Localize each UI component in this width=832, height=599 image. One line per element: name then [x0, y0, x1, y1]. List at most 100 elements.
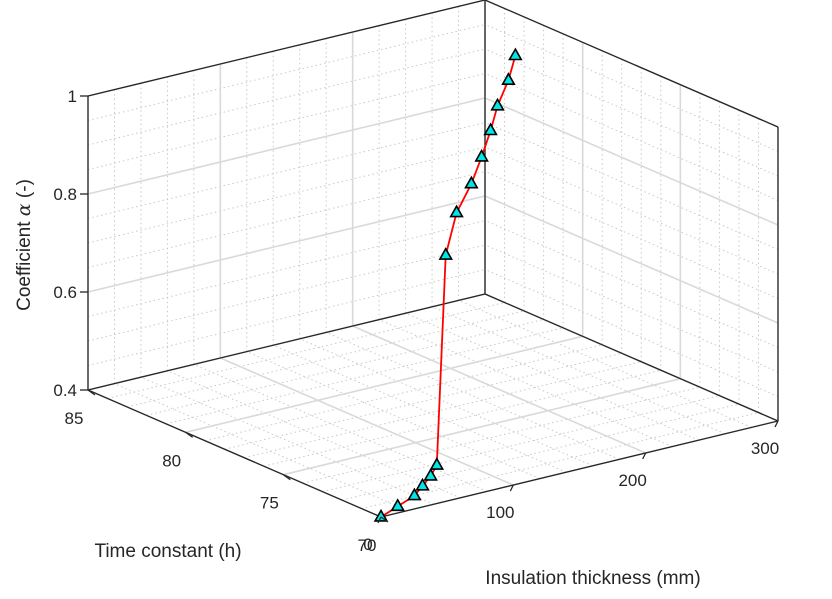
x-tick-label: 100 [486, 503, 514, 522]
grid-minor-line [484, 73, 779, 201]
y-tick-mark [282, 474, 291, 481]
grid-major-line [283, 377, 681, 476]
z-tick-label: 0.4 [53, 381, 77, 400]
grid-minor-line [107, 301, 505, 399]
grid-minor-line [167, 370, 461, 499]
grid-minor-line [205, 344, 603, 442]
y-axis-line [87, 389, 382, 518]
grid-major-line [87, 97, 486, 195]
data-point-marker [373, 508, 389, 522]
grid-minor-line [224, 352, 622, 450]
box-edge [484, 0, 779, 128]
z-tick-label: 1 [68, 87, 77, 106]
grid-minor-line [484, 244, 779, 373]
axes-box [87, 0, 779, 518]
y-axis-label: Time constant (h) [94, 541, 241, 562]
grid-minor-line [484, 146, 779, 275]
data-point-marker [423, 467, 438, 481]
grid-minor-line [87, 73, 486, 170]
grid-minor-line [484, 171, 779, 299]
data-point-marker [415, 477, 430, 491]
data-point-marker [483, 122, 498, 136]
x-tick-label: 0 [363, 535, 372, 554]
grid-major-line [352, 325, 646, 454]
z-axis-label-suffix: (-) [14, 179, 35, 203]
z-tick-label: 0.6 [53, 283, 77, 302]
grid-major-line [220, 357, 514, 486]
grid-minor-line [87, 171, 486, 268]
grid-minor-line [87, 48, 486, 146]
grid-minor-line [87, 244, 486, 342]
grid-major-line [484, 195, 779, 324]
x-tick-label: 300 [751, 439, 779, 458]
grid-minor-line [166, 327, 564, 425]
grid-minor-line [140, 376, 435, 505]
grid-minor-line [246, 351, 540, 480]
grid-minor-line [458, 299, 752, 428]
grid-minor-line [193, 363, 488, 492]
grid-minor-line [484, 122, 779, 250]
y-tick-label: 75 [260, 494, 279, 513]
x-tick-mark [377, 516, 382, 524]
grid-minor-line [146, 318, 544, 416]
data-point-marker [508, 47, 523, 61]
grid-minor-line [341, 403, 740, 501]
grid-minor-line [126, 310, 525, 408]
y-tick-mark [87, 389, 96, 396]
data-point-marker [464, 175, 479, 189]
grid-minor-line [322, 395, 720, 493]
z-axis-label: Coefficient α (-) [13, 179, 35, 311]
box-edge [484, 293, 779, 422]
x-tick-mark [774, 420, 779, 428]
y-tick-mark [185, 431, 194, 438]
grid-minor-line [326, 331, 620, 460]
grid-layer [87, 0, 779, 518]
x-tick-mark [642, 452, 647, 460]
grid-minor-line [273, 344, 567, 473]
grid-major-line [87, 195, 486, 293]
data-series [373, 47, 523, 522]
box-edge [87, 293, 486, 391]
y-tick-label: 80 [162, 451, 181, 470]
grid-minor-line [484, 48, 779, 177]
z-axis-label-prefix: Coefficient [14, 216, 35, 311]
grid-minor-line [378, 319, 673, 448]
y-tick-label: 70 [358, 536, 377, 555]
grid-minor-line [299, 338, 593, 467]
data-point-marker [407, 487, 422, 501]
z-tick-label: 0.8 [53, 185, 77, 204]
grid-minor-line [244, 361, 642, 459]
x-tick-mark [509, 484, 514, 492]
data-point-marker [438, 247, 453, 260]
box-edge [87, 0, 486, 97]
grid-major-line [185, 335, 583, 434]
data-point-marker [429, 457, 445, 470]
x-axis-label: Insulation thickness (mm) [485, 568, 700, 589]
grid-minor-line [431, 306, 726, 435]
grid-minor-line [484, 220, 779, 348]
grid-minor-line [87, 24, 486, 121]
y-tick-label: 85 [65, 409, 84, 428]
tick-labels: 0 100 200 300 70 75 80 85 0.4 0.6 0.8 1 [53, 87, 779, 555]
grid-minor-line [484, 269, 779, 397]
grid-minor-line [87, 269, 486, 366]
grid-minor-line [87, 220, 486, 317]
data-point-marker [501, 72, 516, 85]
grid-major-line [484, 97, 779, 226]
grid-minor-line [484, 24, 779, 152]
grid-minor-line [302, 386, 700, 484]
grid-minor-line [263, 369, 661, 467]
data-point-marker [449, 204, 464, 218]
data-point-marker [474, 148, 489, 162]
data-point-marker [490, 97, 505, 111]
grid-minor-line [114, 383, 408, 512]
data-point-marker [390, 498, 405, 512]
grid-minor-line [361, 412, 759, 510]
x-tick-label: 200 [618, 471, 646, 490]
y-tick-mark [380, 516, 389, 523]
grid-minor-line [87, 122, 486, 219]
x-axis-line [380, 420, 779, 518]
z-axis-label-symbol: α [13, 203, 35, 216]
grid-minor-line [405, 312, 699, 441]
